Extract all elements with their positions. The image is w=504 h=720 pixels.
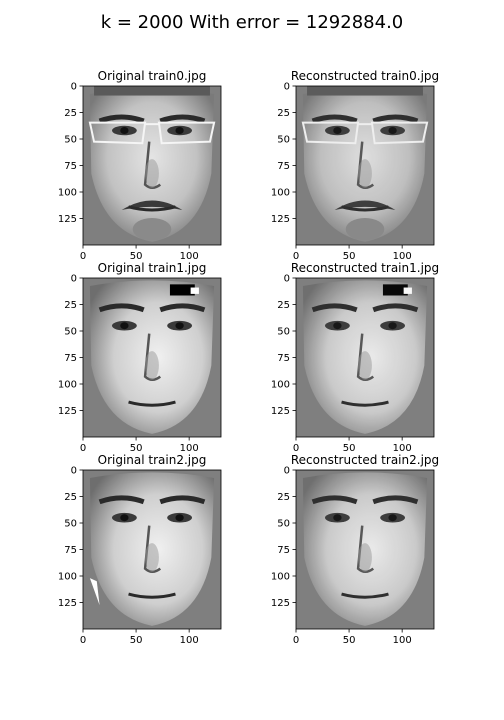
subplot-title: Reconstructed train1.jpg [291, 261, 439, 275]
x-tick-label: 100 [180, 251, 199, 262]
x-tick-label: 0 [293, 251, 299, 262]
subplot-1: Original train0.jpg 0 50 100 0 25 50 75 100 125 [58, 69, 222, 262]
y-tick-label: 100 [58, 380, 77, 391]
y-tick-label: 0 [284, 82, 290, 93]
y-tick-label: 75 [277, 545, 290, 556]
x-tick-label: 50 [343, 635, 356, 646]
x-tick-label: 100 [393, 251, 412, 262]
y-tick-label: 125 [271, 214, 290, 225]
face-image [296, 470, 434, 629]
subplot-5: Original train2.jpg 0 50 100 0 25 50 75 100 125 [58, 453, 222, 646]
x-tick-label: 0 [80, 251, 86, 262]
subplot-3: Original train1.jpg 0 50 100 0 25 50 75 100 125 [58, 261, 222, 454]
x-tick-label: 50 [130, 251, 143, 262]
y-tick-label: 75 [277, 353, 290, 364]
subplot-title: Original train1.jpg [98, 261, 207, 275]
y-tick-label: 50 [277, 327, 290, 338]
y-tick-label: 100 [58, 188, 77, 199]
subplot-title: Original train2.jpg [98, 453, 207, 467]
x-tick-label: 100 [180, 443, 199, 454]
subplot-title: Reconstructed train0.jpg [291, 69, 439, 83]
y-tick-label: 75 [64, 161, 77, 172]
y-tick-label: 25 [64, 108, 77, 119]
y-tick-label: 25 [277, 492, 290, 503]
y-tick-label: 0 [284, 274, 290, 285]
y-tick-label: 50 [277, 519, 290, 530]
figure-suptitle: k = 2000 With error = 1292884.0 [101, 12, 404, 33]
face-image [83, 86, 221, 245]
y-tick-label: 50 [64, 327, 77, 338]
y-tick-label: 100 [58, 572, 77, 583]
y-tick-label: 125 [58, 406, 77, 417]
subplot-title: Original train0.jpg [98, 69, 207, 83]
y-tick-label: 0 [71, 82, 77, 93]
y-tick-label: 75 [64, 353, 77, 364]
y-tick-label: 75 [64, 545, 77, 556]
x-tick-label: 50 [130, 635, 143, 646]
y-tick-label: 0 [284, 466, 290, 477]
x-tick-label: 50 [343, 251, 356, 262]
y-tick-label: 25 [64, 300, 77, 311]
x-tick-label: 100 [393, 443, 412, 454]
face-image [296, 86, 434, 245]
subplot-title: Reconstructed train2.jpg [291, 453, 439, 467]
y-tick-label: 0 [71, 274, 77, 285]
y-tick-label: 75 [277, 161, 290, 172]
subplot-grid: Original train0.jpg 0 50 100 0 25 50 75 100 125 Re… [58, 69, 439, 646]
y-tick-label: 50 [64, 135, 77, 146]
x-tick-label: 100 [180, 635, 199, 646]
y-tick-label: 125 [271, 598, 290, 609]
y-tick-label: 125 [271, 406, 290, 417]
x-tick-label: 50 [343, 443, 356, 454]
y-tick-label: 100 [271, 188, 290, 199]
face-image [83, 470, 221, 629]
y-tick-label: 100 [271, 380, 290, 391]
y-tick-label: 100 [271, 572, 290, 583]
y-tick-label: 125 [58, 214, 77, 225]
x-tick-label: 0 [293, 635, 299, 646]
face-image [83, 278, 221, 437]
y-tick-label: 0 [71, 466, 77, 477]
face-image [296, 278, 434, 437]
y-tick-label: 25 [277, 108, 290, 119]
y-tick-label: 50 [277, 135, 290, 146]
y-tick-label: 25 [64, 492, 77, 503]
y-tick-label: 50 [64, 519, 77, 530]
y-tick-label: 125 [58, 598, 77, 609]
x-tick-label: 0 [80, 635, 86, 646]
y-tick-label: 25 [277, 300, 290, 311]
x-tick-label: 50 [130, 443, 143, 454]
x-tick-label: 0 [80, 443, 86, 454]
x-tick-label: 100 [393, 635, 412, 646]
x-tick-label: 0 [293, 443, 299, 454]
